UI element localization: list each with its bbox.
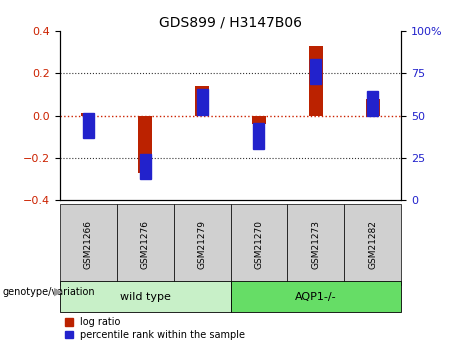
Legend: log ratio, percentile rank within the sample: log ratio, percentile rank within the sa… [65,317,245,340]
Bar [254,123,265,149]
Text: genotype/variation: genotype/variation [2,287,95,296]
Bar [252,116,266,124]
Bar [366,99,380,116]
Bar [138,116,152,172]
Text: wild type: wild type [120,292,171,302]
Title: GDS899 / H3147B06: GDS899 / H3147B06 [159,16,302,30]
Text: GSM21270: GSM21270 [254,219,263,269]
Text: AQP1-/-: AQP1-/- [295,292,337,302]
Bar [81,114,95,116]
Text: GSM21279: GSM21279 [198,219,207,269]
Bar [367,91,378,116]
Text: GSM21273: GSM21273 [311,219,320,269]
FancyBboxPatch shape [60,204,117,285]
Bar [196,89,207,115]
Bar [140,154,151,179]
FancyBboxPatch shape [344,204,401,285]
Bar [195,86,209,116]
Text: ▶: ▶ [54,287,63,296]
Bar [309,46,323,116]
FancyBboxPatch shape [174,204,230,285]
Text: GSM21276: GSM21276 [141,219,150,269]
Text: GSM21266: GSM21266 [84,219,93,269]
FancyBboxPatch shape [230,281,401,312]
Bar [310,59,321,84]
FancyBboxPatch shape [287,204,344,285]
FancyBboxPatch shape [230,204,287,285]
Text: GSM21282: GSM21282 [368,220,377,268]
FancyBboxPatch shape [117,204,174,285]
Bar [83,113,94,138]
FancyBboxPatch shape [60,281,230,312]
